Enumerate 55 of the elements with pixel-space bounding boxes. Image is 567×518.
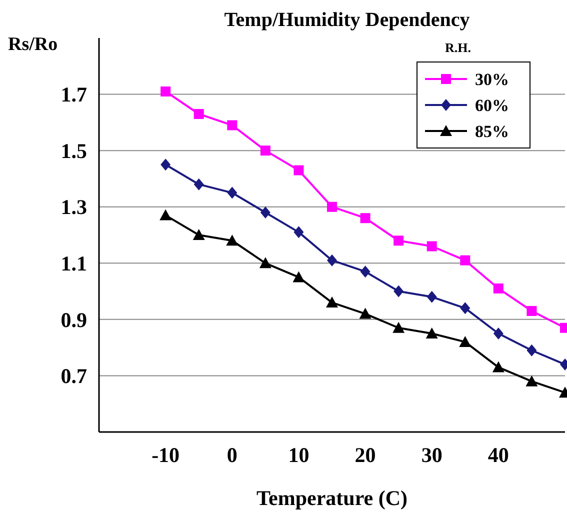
- point: [160, 86, 171, 96]
- point: [194, 178, 204, 190]
- x-tick-label: 0: [226, 443, 238, 467]
- point: [459, 336, 472, 347]
- legend-label: 30%: [475, 70, 509, 89]
- point: [160, 158, 171, 171]
- point: [394, 285, 404, 298]
- point: [227, 120, 238, 130]
- point: [260, 206, 270, 218]
- point: [360, 213, 370, 224]
- point: [426, 328, 438, 338]
- point: [394, 236, 404, 246]
- point: [294, 165, 304, 176]
- point: [359, 308, 372, 319]
- point: [526, 375, 538, 386]
- point: [526, 344, 537, 356]
- point: [192, 229, 205, 240]
- point: [160, 209, 172, 220]
- point: [460, 255, 470, 266]
- point: [492, 361, 504, 372]
- point: [392, 322, 405, 333]
- y-tick-label: 1.3: [60, 195, 87, 220]
- x-tick-label: 30: [421, 443, 442, 467]
- y-tick-label: 1.1: [60, 251, 87, 276]
- point: [194, 108, 204, 119]
- y-tick-label: 1.7: [60, 82, 87, 107]
- legend-title: R.H.: [445, 40, 471, 55]
- point: [227, 186, 238, 199]
- point: [426, 290, 437, 303]
- point: [360, 266, 370, 278]
- y-tick-label: 1.5: [60, 138, 87, 163]
- x-tick-label: 10: [288, 443, 310, 467]
- legend-label: 60%: [475, 96, 509, 115]
- chart-title: Temp/Humidity Dependency: [224, 9, 470, 31]
- point: [327, 254, 337, 266]
- y-axis-title: Rs/Ro: [8, 34, 58, 55]
- point: [426, 241, 437, 252]
- x-tick-label: -10: [152, 443, 180, 467]
- legend-label: 85%: [475, 122, 509, 141]
- point: [294, 226, 304, 238]
- point: [259, 257, 272, 268]
- point: [292, 271, 305, 282]
- point: [526, 306, 537, 316]
- x-tick-label: 20: [354, 443, 376, 467]
- y-tick-label: 0.9: [60, 308, 87, 332]
- x-tick-label: 40: [488, 443, 509, 467]
- point: [260, 146, 270, 156]
- point: [493, 328, 504, 340]
- point: [460, 302, 470, 314]
- point: [226, 234, 238, 246]
- y-tick-label: 0.7: [60, 364, 87, 388]
- x-axis-title: Temperature (C): [256, 486, 408, 510]
- point: [326, 296, 338, 308]
- point: [493, 283, 504, 294]
- point: [327, 202, 337, 212]
